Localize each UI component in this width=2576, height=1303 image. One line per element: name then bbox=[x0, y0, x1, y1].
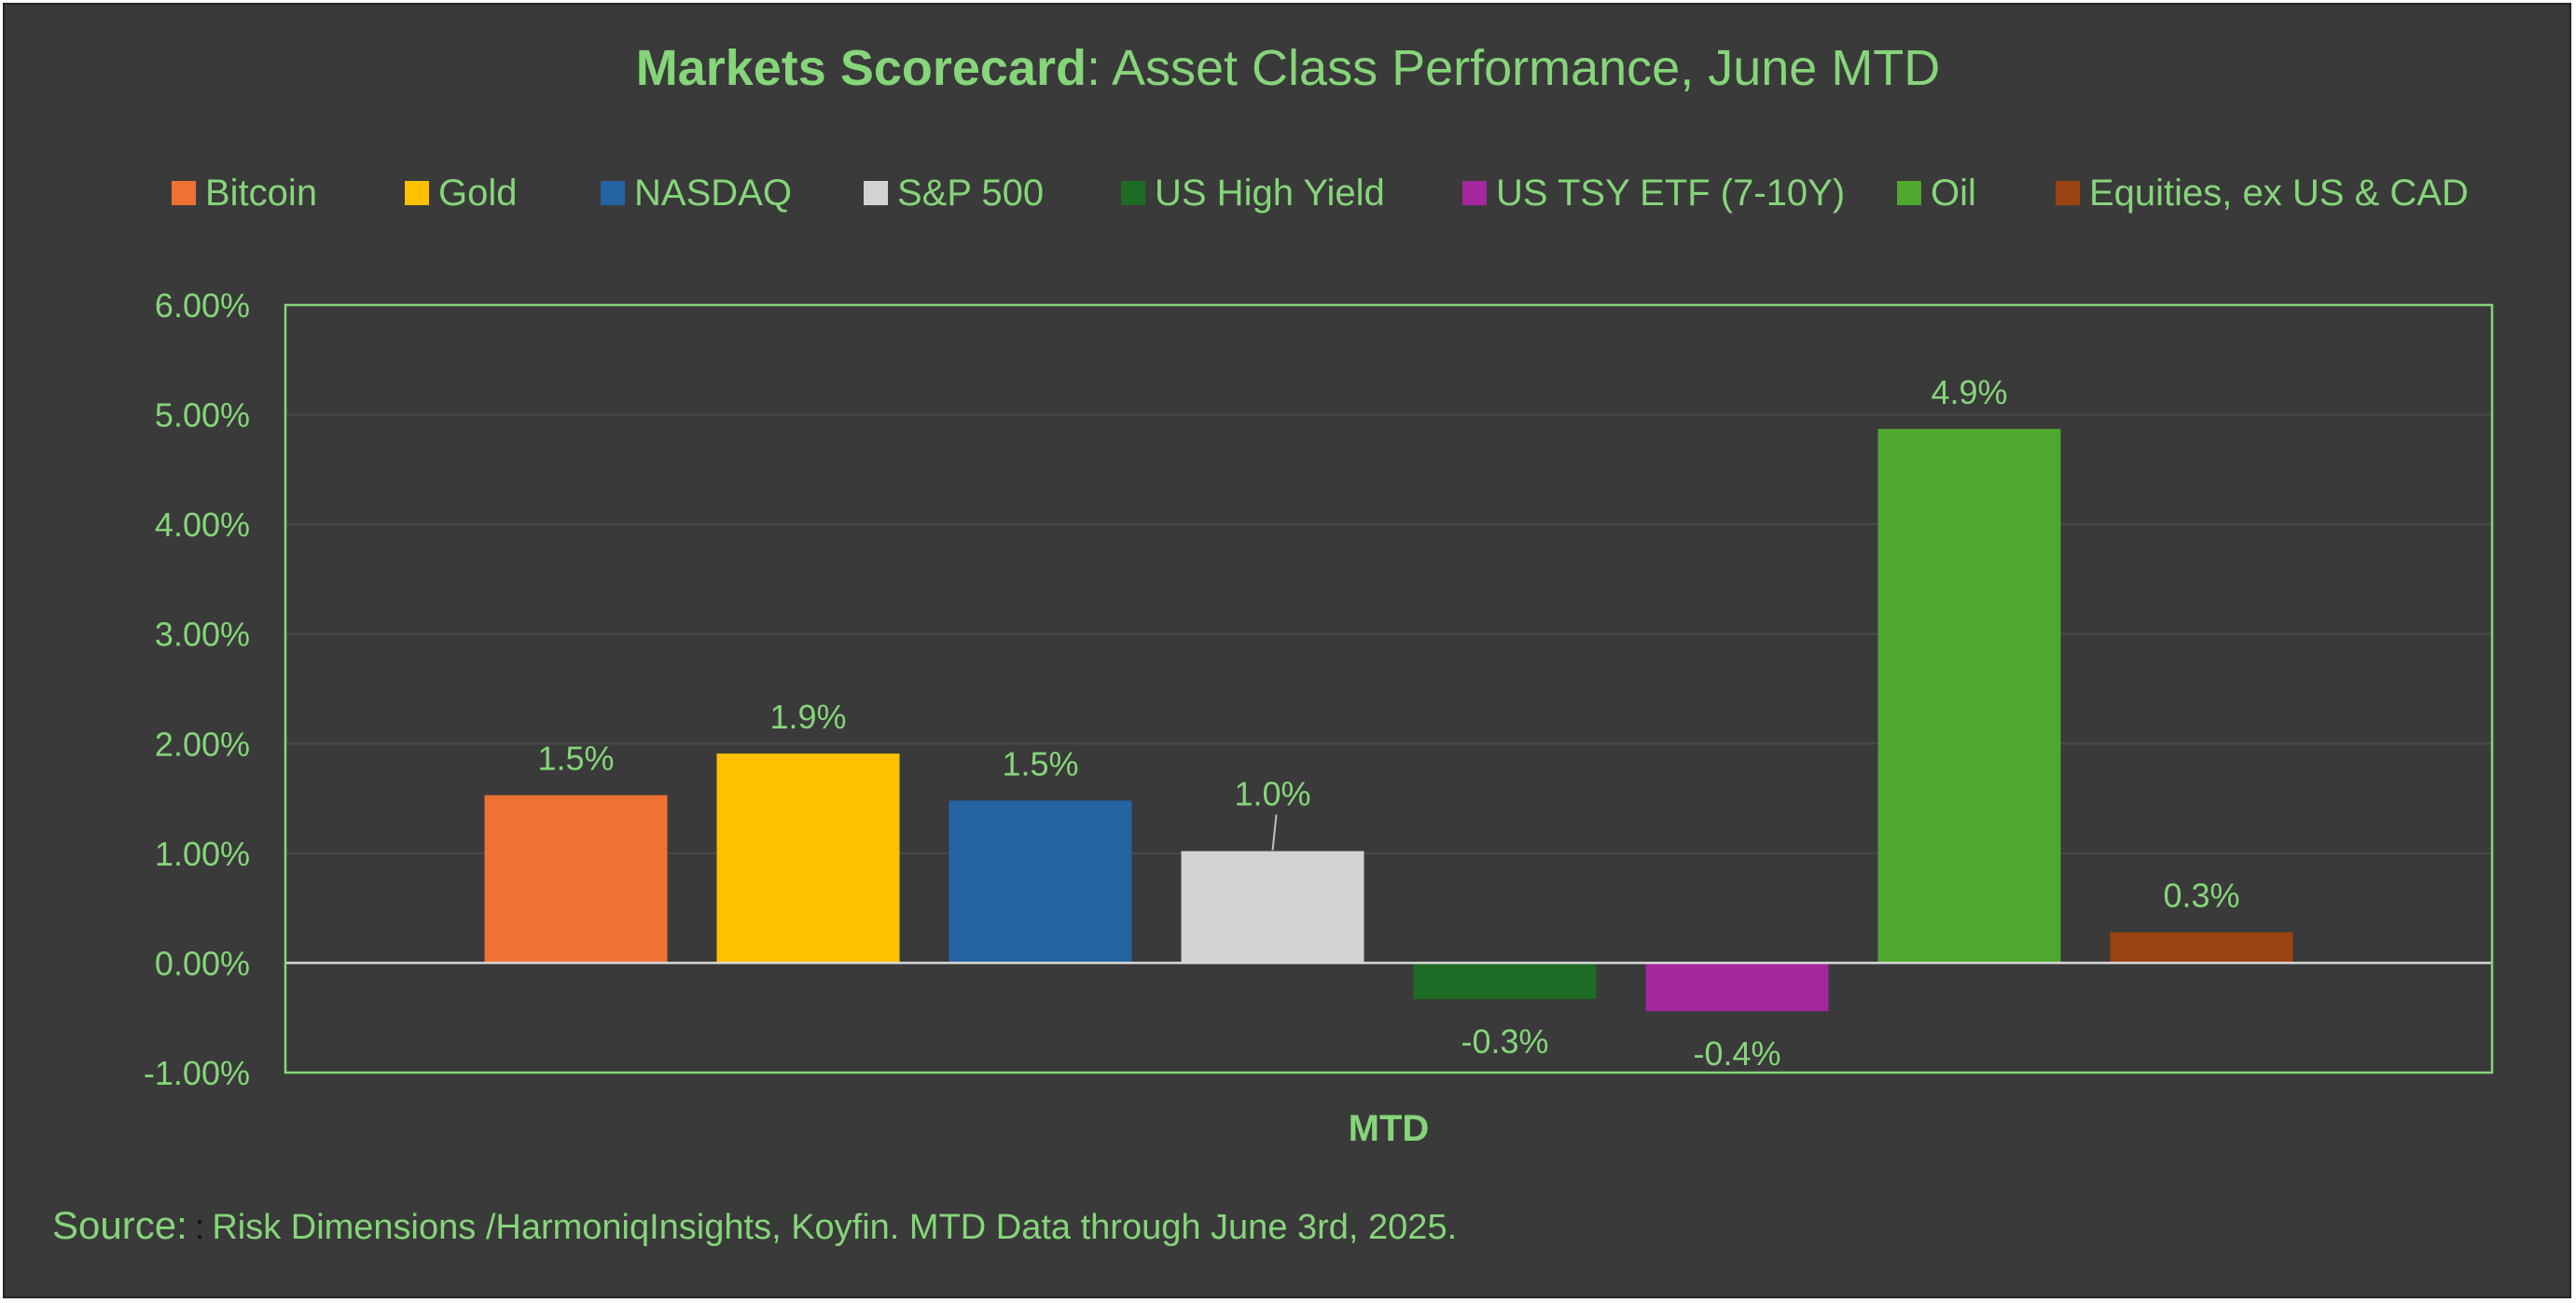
y-tick-label: 1.00% bbox=[155, 835, 250, 873]
legend-swatch bbox=[864, 181, 888, 205]
bar bbox=[1413, 963, 1597, 1000]
legend-item-us-tsy-etf: US TSY ETF (7-10Y) bbox=[1462, 168, 1845, 218]
bar bbox=[1645, 963, 1829, 1012]
source-text: Risk Dimensions /HarmoniqInsights, Koyfi… bbox=[212, 1208, 1458, 1247]
chart-frame bbox=[3, 3, 2571, 1298]
data-label: 4.9% bbox=[1931, 373, 2007, 411]
y-tick-label: 0.00% bbox=[155, 944, 250, 982]
legend-item-bitcoin: Bitcoin bbox=[172, 168, 317, 218]
bar bbox=[2110, 932, 2293, 963]
source-lead: Source: bbox=[52, 1203, 187, 1247]
chart-title-rest: : Asset Class Performance, June MTD bbox=[1086, 40, 1941, 96]
legend-item-nasdaq: NASDAQ bbox=[601, 168, 792, 218]
legend-label: Equities, ex US & CAD bbox=[2089, 172, 2469, 214]
data-label: 1.9% bbox=[769, 698, 846, 736]
legend: Bitcoin Gold NASDAQ S&P 500 US High Yiel… bbox=[0, 168, 2576, 218]
source-note: Source:: Risk Dimensions /HarmoniqInsight… bbox=[52, 1203, 1457, 1248]
y-tick-label: 6.00% bbox=[155, 286, 250, 325]
data-label: -0.3% bbox=[1461, 1022, 1548, 1060]
source-separator: : bbox=[194, 1208, 205, 1247]
bar bbox=[949, 800, 1132, 963]
data-label: 1.0% bbox=[1234, 775, 1310, 813]
chart-title: Markets Scorecard: Asset Class Performan… bbox=[0, 39, 2576, 97]
legend-label: US TSY ETF (7-10Y) bbox=[1496, 172, 1846, 214]
legend-label: Oil bbox=[1931, 172, 1976, 214]
chart-title-bold: Markets Scorecard bbox=[635, 40, 1087, 96]
legend-swatch bbox=[601, 181, 625, 205]
y-axis-ticks: -1.00% 0.00% 1.00% 2.00% 3.00% 4.00% 5.00% 6.00… bbox=[144, 286, 250, 1092]
legend-label: Bitcoin bbox=[205, 172, 318, 214]
y-tick-label: 3.00% bbox=[155, 616, 250, 654]
legend-item-gold: Gold bbox=[405, 168, 518, 218]
data-labels: 1.5% 1.9% 1.5% 1.0% -0.3% -0.4% 4.9% 0.3% bbox=[537, 373, 2239, 1073]
plot-area-border bbox=[284, 303, 2494, 1074]
data-label: 1.5% bbox=[1002, 744, 1078, 783]
legend-item-equities-ex-us-cad: Equities, ex US & CAD bbox=[2056, 168, 2469, 218]
y-tick-label: 4.00% bbox=[155, 506, 250, 544]
legend-swatch bbox=[1462, 181, 1487, 205]
bars bbox=[484, 428, 2293, 1012]
data-label-leader bbox=[1271, 814, 1278, 851]
y-tick-label: -1.00% bbox=[144, 1054, 250, 1092]
bar bbox=[1181, 851, 1364, 963]
legend-label: US High Yield bbox=[1155, 172, 1385, 214]
bar bbox=[716, 753, 900, 963]
data-label: -0.4% bbox=[1693, 1034, 1780, 1073]
data-label: 0.3% bbox=[2163, 877, 2239, 915]
data-label: 1.5% bbox=[537, 740, 614, 778]
legend-swatch bbox=[1897, 181, 1921, 205]
legend-label: Gold bbox=[438, 172, 518, 214]
x-axis-label: MTD bbox=[1349, 1108, 1430, 1149]
legend-label: NASDAQ bbox=[634, 172, 792, 214]
y-tick-label: 5.00% bbox=[155, 396, 250, 435]
legend-item-us-high-yield: US High Yield bbox=[1121, 168, 1385, 218]
legend-swatch bbox=[2056, 181, 2080, 205]
bar bbox=[484, 795, 668, 963]
legend-label: S&P 500 bbox=[897, 172, 1045, 214]
legend-swatch bbox=[172, 181, 196, 205]
bar bbox=[1877, 428, 2061, 963]
legend-swatch bbox=[405, 181, 429, 205]
legend-swatch bbox=[1121, 181, 1145, 205]
y-tick-label: 2.00% bbox=[155, 725, 250, 763]
legend-item-sp500: S&P 500 bbox=[864, 168, 1044, 218]
legend-item-oil: Oil bbox=[1897, 168, 1976, 218]
